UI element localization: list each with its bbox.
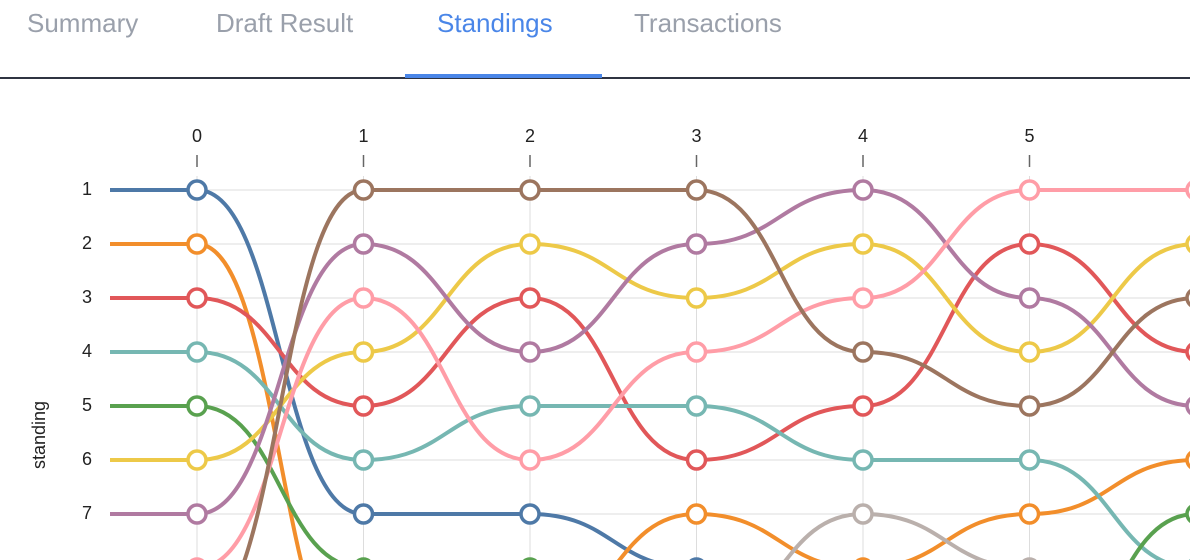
tab-divider: [0, 77, 1190, 79]
point: [1018, 395, 1041, 417]
point: [1185, 397, 1190, 415]
point: [519, 395, 541, 417]
point: [685, 395, 708, 417]
tab[interactable]: Summary: [27, 8, 139, 38]
point: [1185, 451, 1190, 469]
point: [852, 395, 874, 417]
point: [852, 287, 874, 309]
point: [1018, 287, 1041, 309]
series-line: [110, 242, 1190, 560]
y-tick-label: 5: [82, 395, 92, 415]
point: [186, 233, 208, 255]
point: [1018, 341, 1041, 363]
point: [1185, 289, 1190, 307]
tab[interactable]: Transactions: [634, 8, 782, 38]
x-tick-label: 5: [1024, 126, 1034, 146]
series-line: [110, 188, 655, 560]
point: [352, 287, 375, 309]
point: [519, 341, 541, 363]
series-line: [110, 404, 1190, 560]
point: [852, 503, 874, 525]
point: [186, 449, 208, 471]
point: [352, 449, 375, 471]
point: [852, 233, 874, 255]
y-tick-label: 6: [82, 449, 92, 469]
point: [852, 341, 874, 363]
point: [1185, 181, 1190, 199]
point: [519, 287, 541, 309]
point: [186, 179, 208, 201]
tab[interactable]: Draft Result: [216, 8, 354, 38]
point: [685, 287, 708, 309]
point: [1018, 449, 1041, 471]
point: [685, 179, 708, 201]
x-tick-label: 1: [358, 126, 368, 146]
series-line: [216, 187, 1190, 560]
point: [685, 341, 708, 363]
point: [352, 341, 375, 363]
point: [519, 233, 541, 255]
point: [1018, 503, 1041, 525]
point: [1185, 505, 1190, 523]
x-tick-label: 4: [858, 126, 868, 146]
y-tick-label: 2: [82, 233, 92, 253]
x-tick-label: 3: [691, 126, 701, 146]
point: [519, 179, 541, 201]
point: [852, 449, 874, 471]
y-tick-label: 1: [82, 179, 92, 199]
x-tick-label: 0: [192, 126, 202, 146]
point: [1018, 179, 1041, 201]
point: [352, 395, 375, 417]
point: [186, 287, 208, 309]
point: [1185, 343, 1190, 361]
point: [186, 395, 208, 417]
y-tick-label: 3: [82, 287, 92, 307]
point: [186, 341, 208, 363]
point: [519, 449, 541, 471]
y-tick-label: 7: [82, 503, 92, 523]
y-axis-label: standing: [29, 401, 49, 469]
point: [685, 449, 708, 471]
point: [352, 233, 375, 255]
chart: standing 1 2 3 4 5 6 7 0 1 2 3 4 5: [29, 126, 1190, 560]
point: [685, 233, 708, 255]
point: [1018, 233, 1041, 255]
point: [352, 503, 375, 525]
point: [1185, 235, 1190, 253]
tab[interactable]: Standings: [437, 8, 553, 38]
point: [685, 503, 708, 525]
active-tab-underline: [405, 74, 602, 78]
point: [852, 179, 874, 201]
point: [352, 179, 375, 201]
point: [186, 503, 208, 525]
y-tick-label: 4: [82, 341, 92, 361]
point: [519, 503, 541, 525]
x-tick-label: 2: [525, 126, 535, 146]
